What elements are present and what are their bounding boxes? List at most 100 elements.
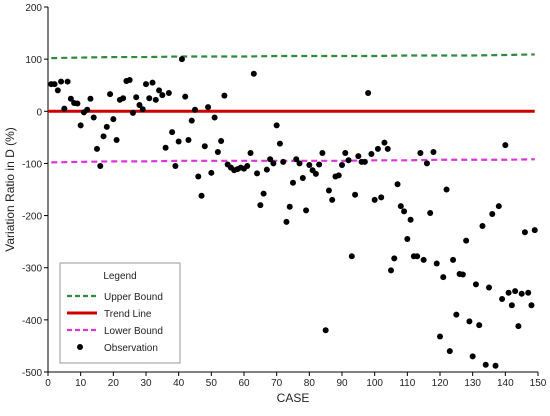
observation-point [499,296,506,302]
observation-point [286,203,293,210]
observation-point [342,150,349,156]
observation-point [67,95,74,102]
observation-point [482,361,489,368]
observation-point [143,81,149,88]
observation-point [381,139,388,146]
legend-label-observation: Observation [104,343,158,354]
observation-point [290,179,296,186]
observation-point [162,144,169,151]
observation-point [433,260,440,267]
observation-point [316,161,323,168]
observation-point [178,56,185,63]
observation-point [254,170,261,177]
observation-point [94,145,100,152]
observation-point [450,256,457,263]
observation-point [201,143,208,150]
observation-point [100,133,107,140]
observation-point [133,94,140,101]
observation-point [61,105,68,112]
observation-point [299,175,306,182]
x-tick-label: 60 [238,378,250,389]
observation-point [136,102,143,109]
observation-point [414,253,421,260]
observation-point [218,138,225,145]
observation-point [371,196,378,203]
legend-title: Legend [103,271,136,282]
observation-point [404,236,411,243]
observation-point [531,227,538,234]
observation-point [296,160,303,167]
observation-point [345,157,352,164]
observation-point [486,284,492,291]
legend-swatch-observation [77,344,83,350]
observation-point [51,81,58,88]
x-tick-label: 30 [140,378,152,389]
observation-point [365,90,372,97]
observation-point [388,267,394,274]
observation-point [280,158,287,165]
observation-point [479,223,486,229]
observation-point [192,106,198,113]
observation-point [459,271,466,278]
y-tick-label: 200 [25,3,42,14]
observation-point [276,140,283,147]
observation-point [355,153,362,160]
observation-point [185,136,192,143]
series-layer [48,53,535,164]
observation-point [103,123,110,130]
x-tick-label: 50 [206,378,218,389]
y-tick-label: -100 [22,159,42,170]
observation-point [74,100,81,107]
observation-point [505,289,512,296]
observation-point [489,211,496,218]
observation-point [129,109,136,116]
observation-point [518,290,525,297]
observation-point [113,136,120,143]
observation-point [515,323,522,330]
x-axis-title: CASE [277,391,310,405]
observation-point [87,95,94,102]
observation-point [306,161,313,168]
observation-point [391,255,398,262]
observation-point [270,160,277,167]
observation-point [378,194,385,201]
x-tick-label: 20 [108,378,120,389]
observation-point [175,138,182,145]
y-tick-label: -400 [22,316,42,327]
y-tick-label: -200 [22,212,42,223]
observation-point [420,256,427,263]
observation-point [368,151,375,158]
observation-point [361,158,368,165]
observation-point [427,209,434,216]
observation-point [97,163,104,170]
x-tick-label: 120 [432,378,449,389]
observation-point [165,90,172,97]
observation-point [149,79,156,86]
observation-point [401,208,408,215]
x-tick-label: 130 [464,378,481,389]
observation-point [152,96,159,103]
observation-point [221,92,228,99]
observation-point [260,190,267,197]
observation-point [312,170,319,177]
observation-point [397,203,404,210]
y-tick-label: -500 [22,368,42,379]
x-tick-label: 90 [336,378,348,389]
observation-point [58,78,65,85]
observation-point [198,192,205,199]
observation-point [267,156,274,163]
observation-point [508,302,515,309]
observation-point [120,95,127,102]
observation-point [325,187,332,194]
observation-point [463,237,470,244]
observation-point [90,114,97,121]
observation-point [437,333,443,340]
observation-point [322,327,329,334]
observation-point [394,181,401,188]
legend-label-upper-bound: Upper Bound [104,292,163,303]
observation-point [146,95,153,102]
x-tick-label: 80 [304,378,316,389]
x-tick-label: 0 [45,378,51,389]
y-axis-ticks: 200 100 0 -100 -200 -300 -400 -500 [22,3,48,379]
observation-point [502,142,509,149]
